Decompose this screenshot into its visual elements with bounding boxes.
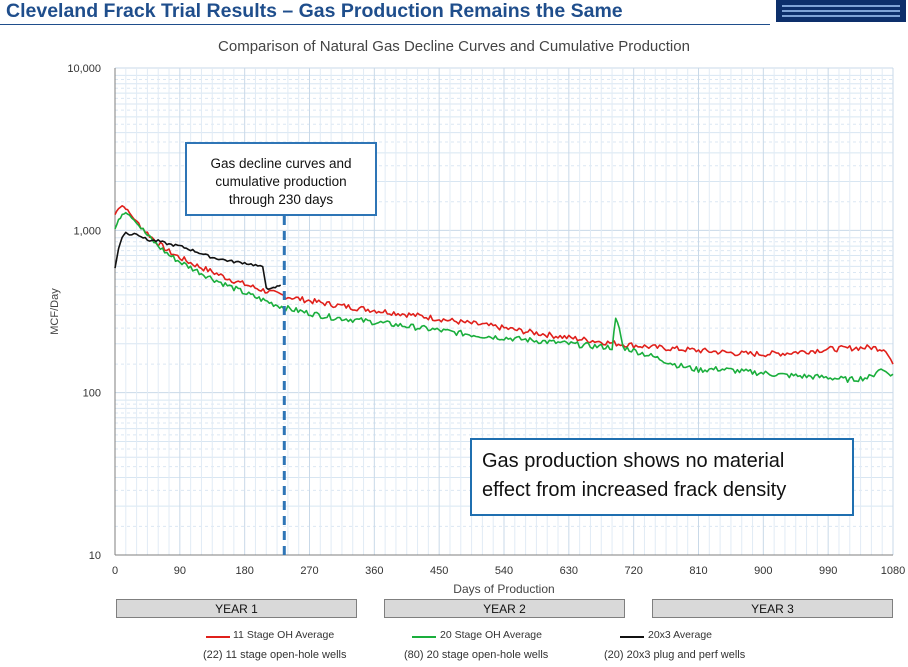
x-tick-label: 450 <box>430 565 448 577</box>
series-line-3 <box>114 231 282 291</box>
legend-label-20-stage: 20 Stage OH Average <box>440 629 542 641</box>
legend-swatch-11-stage <box>206 636 230 638</box>
x-tick-label: 990 <box>819 565 837 577</box>
x-tick-label: 630 <box>560 565 578 577</box>
legend-label-11-stage: 11 Stage OH Average <box>233 629 335 641</box>
y-axis-label: MCF/Day <box>49 288 61 335</box>
title-divider <box>0 24 770 25</box>
callout-line-3: through 230 days <box>228 192 334 207</box>
chart-title: Comparison of Natural Gas Decline Curves… <box>218 38 690 55</box>
analysis-window-callout: Gas decline curves and cumulative produc… <box>185 142 377 216</box>
conclusion-line-2: effect from increased frack density <box>482 479 787 501</box>
legend-label-20x3: 20x3 Average <box>648 629 713 641</box>
y-tick-label: 100 <box>83 388 101 400</box>
x-tick-label: 720 <box>624 565 642 577</box>
legend-swatch-20-stage <box>412 636 436 638</box>
year-2-band: YEAR 2 <box>384 599 625 618</box>
x-tick-label: 900 <box>754 565 772 577</box>
x-axis-label: Days of Production <box>453 582 554 596</box>
y-tick-label: 10 <box>89 550 101 562</box>
conclusion-callout: Gas production shows no material effect … <box>470 438 854 516</box>
company-logo <box>776 0 906 22</box>
series-line-1 <box>114 205 894 365</box>
x-tick-label: 270 <box>300 565 318 577</box>
x-tick-label: 1080 <box>881 565 905 577</box>
year-3-band: YEAR 3 <box>652 599 893 618</box>
x-tick-label: 540 <box>495 565 513 577</box>
slide-title: Cleveland Frack Trial Results – Gas Prod… <box>6 0 623 22</box>
x-tick-label: 360 <box>365 565 383 577</box>
x-tick-label: 90 <box>174 565 186 577</box>
legend-note-20x3: (20) 20x3 plug and perf wells <box>604 649 746 661</box>
year-1-band: YEAR 1 <box>116 599 357 618</box>
legend-note-11-stage: (22) 11 stage open-hole wells <box>203 649 347 661</box>
callout-line-1: Gas decline curves and <box>210 156 352 171</box>
series-line-2 <box>114 211 894 384</box>
conclusion-line-1: Gas production shows no material <box>482 450 785 472</box>
y-tick-label: 1,000 <box>73 225 101 237</box>
y-tick-label: 10,000 <box>67 63 101 75</box>
legend-note-20-stage: (80) 20 stage open-hole wells <box>404 649 549 661</box>
callout-line-2: cumulative production <box>215 174 347 189</box>
legend-swatch-20x3 <box>620 636 644 638</box>
x-tick-label: 180 <box>235 565 253 577</box>
x-tick-label: 0 <box>112 565 118 577</box>
x-tick-label: 810 <box>689 565 707 577</box>
